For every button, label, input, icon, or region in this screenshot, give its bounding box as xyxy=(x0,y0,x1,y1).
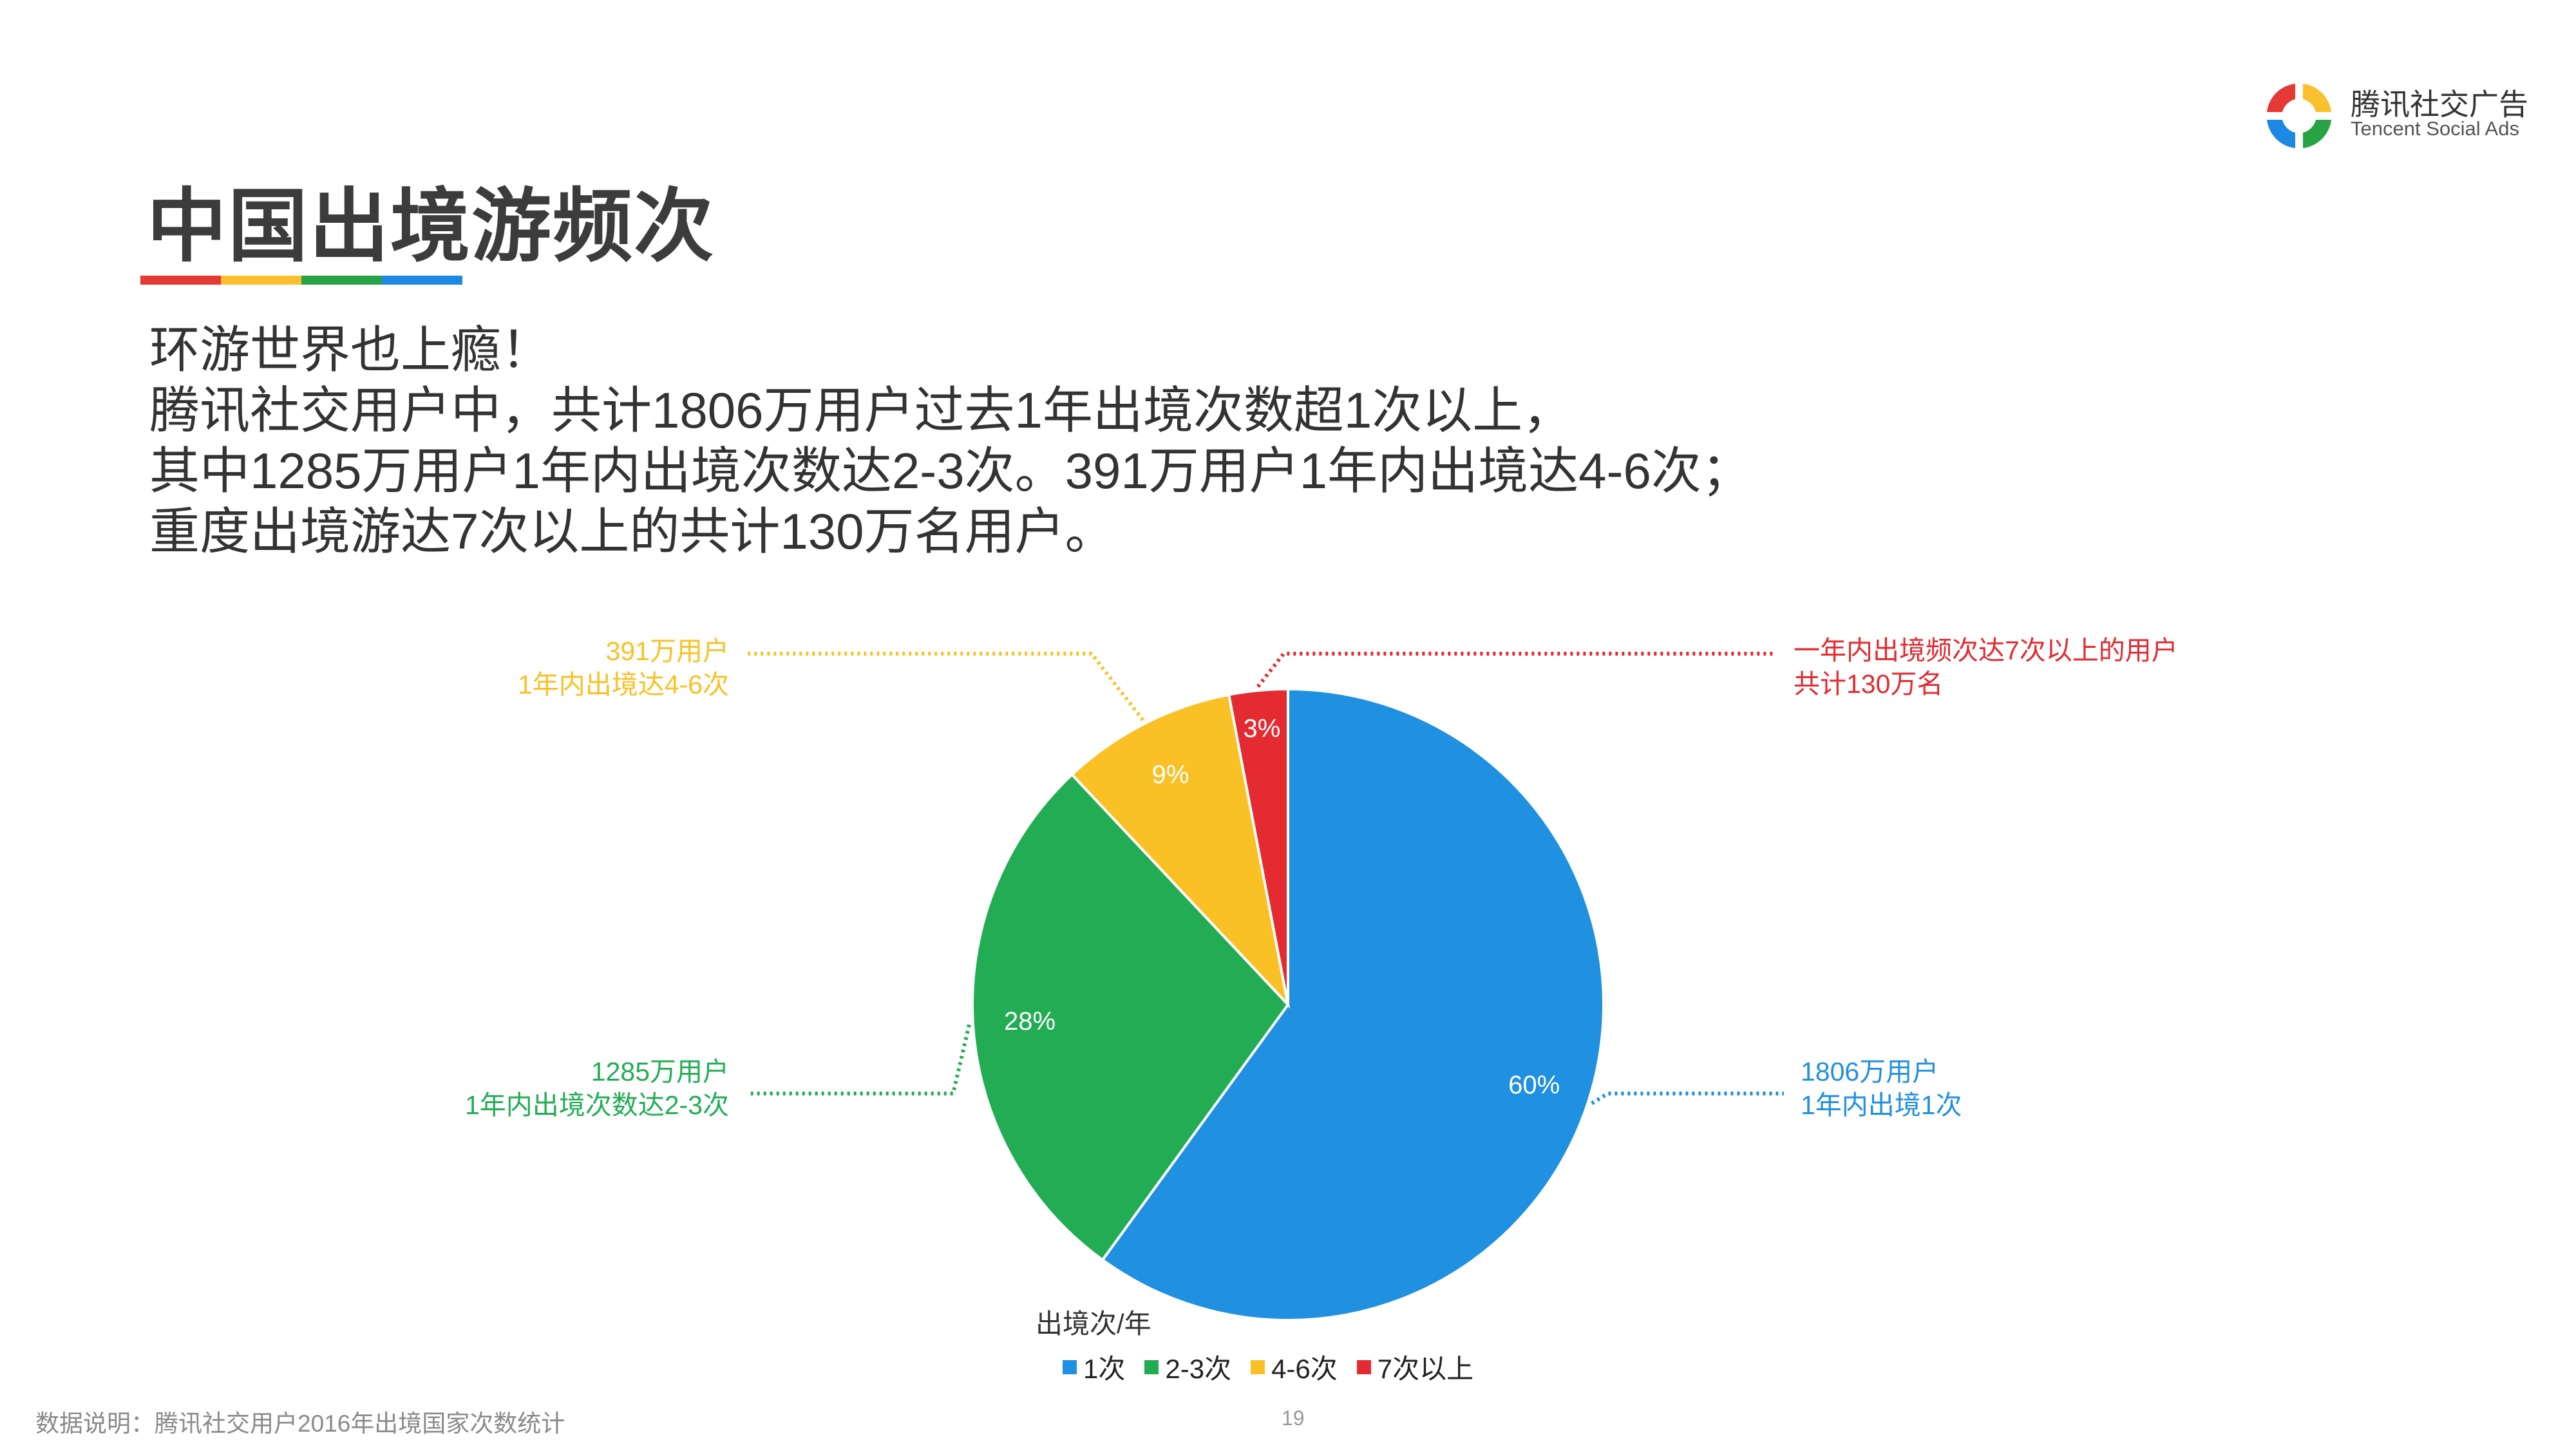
callout-leader-line xyxy=(747,652,1145,721)
callout-line: 共计130万名 xyxy=(1794,669,1944,699)
pie-slice xyxy=(1070,693,1291,1009)
legend-swatch xyxy=(1063,1359,1077,1374)
title-bar-segment-blue xyxy=(382,276,462,285)
callout-4-6-times: 391万用户 1年内出境达4-6次 xyxy=(518,634,729,701)
callout-line: 1806万用户 xyxy=(1801,1057,1939,1086)
slice-percent-label: 9% xyxy=(1152,761,1189,789)
intro-line: 重度出境游达7次以上的共计130万名用户。 xyxy=(149,503,1115,560)
callout-leader-line xyxy=(747,1024,971,1095)
callout-line: 1年内出境次数达2-3次 xyxy=(464,1090,729,1120)
slice-percent-label: 3% xyxy=(1244,715,1281,743)
legend-swatch xyxy=(1144,1359,1159,1374)
callout-line: 1年内出境达4-6次 xyxy=(517,670,729,699)
legend-label: 2-3次 xyxy=(1165,1354,1232,1384)
logo-segment-green xyxy=(2303,120,2331,148)
legend-item: 7次以上 xyxy=(1356,1347,1474,1387)
pie-slice xyxy=(1227,687,1289,1005)
logo-text-cn: 腾讯社交广告 xyxy=(2351,88,2528,121)
callout-line: 391万用户 xyxy=(605,636,729,666)
title-color-bar xyxy=(140,276,462,285)
legend-label: 4-6次 xyxy=(1271,1354,1338,1384)
intro-line: 腾讯社交用户中，共计1806万用户过去1年出境次数超1次以上， xyxy=(149,382,1573,439)
page-title: 中国出境游频次 xyxy=(147,182,715,271)
callout-7-plus-times: 一年内出境频次达7次以上的用户 共计130万名 xyxy=(1794,634,2178,701)
title-bar-segment-red xyxy=(140,276,221,285)
intro-text: 环游世界也上瘾！ 腾讯社交用户中，共计1806万用户过去1年出境次数超1次以上，… xyxy=(149,319,1752,562)
tencent-social-ads-logo: 腾讯社交广告 Tencent Social Ads xyxy=(2254,72,2528,162)
callout-leader-line xyxy=(1256,652,1774,688)
pie-slice xyxy=(971,772,1290,1262)
pie-slice xyxy=(1101,687,1605,1321)
logo-icon xyxy=(2267,84,2331,155)
callout-leader-lines xyxy=(747,652,1784,1105)
callout-2-3-times: 1285万用户 1年内出境次数达2-3次 xyxy=(465,1055,729,1122)
intro-line: 环游世界也上瘾！ xyxy=(149,321,552,378)
callout-line: 1285万用户 xyxy=(591,1057,729,1086)
page-number: 19 xyxy=(1282,1406,1305,1430)
callout-line: 一年内出境频次达7次以上的用户 xyxy=(1794,636,2178,665)
callout-1-time: 1806万用户 1年内出境1次 xyxy=(1801,1055,1962,1122)
title-bar-segment-yellow xyxy=(221,276,301,285)
title-bar-segment-green xyxy=(301,276,382,285)
slice-percent-label: 28% xyxy=(1004,1007,1056,1036)
logo-segment-blue xyxy=(2267,120,2295,155)
legend: 1次 2-3次 4-6次 7次以上 xyxy=(1063,1347,1473,1387)
pie-slices xyxy=(971,687,1605,1321)
legend-swatch xyxy=(1356,1359,1371,1374)
legend-item: 1次 xyxy=(1063,1347,1125,1387)
callout-line: 1年内出境1次 xyxy=(1801,1090,1962,1120)
legend-item: 2-3次 xyxy=(1144,1347,1231,1387)
legend-title: 出境次/年 xyxy=(1036,1309,1151,1339)
slice-percent-labels: 60% 28% 9% 3% xyxy=(1004,715,1560,1099)
intro-line: 其中1285万用户1年内出境次数达2-3次。391万用户1年内出境达4-6次； xyxy=(149,442,1752,499)
legend-label: 1次 xyxy=(1083,1354,1126,1384)
callout-leader-line xyxy=(1591,1092,1784,1105)
data-source-note: 数据说明：腾讯社交用户2016年出境国家次数统计 xyxy=(35,1410,565,1437)
logo-text-en: Tencent Social Ads xyxy=(2351,117,2519,140)
slice-percent-label: 60% xyxy=(1508,1071,1560,1099)
logo-segment-yellow xyxy=(2303,84,2331,112)
legend-item: 4-6次 xyxy=(1251,1347,1338,1387)
logo-segment-red xyxy=(2267,84,2295,112)
legend-label: 7次以上 xyxy=(1377,1354,1474,1384)
legend-swatch xyxy=(1251,1359,1265,1374)
